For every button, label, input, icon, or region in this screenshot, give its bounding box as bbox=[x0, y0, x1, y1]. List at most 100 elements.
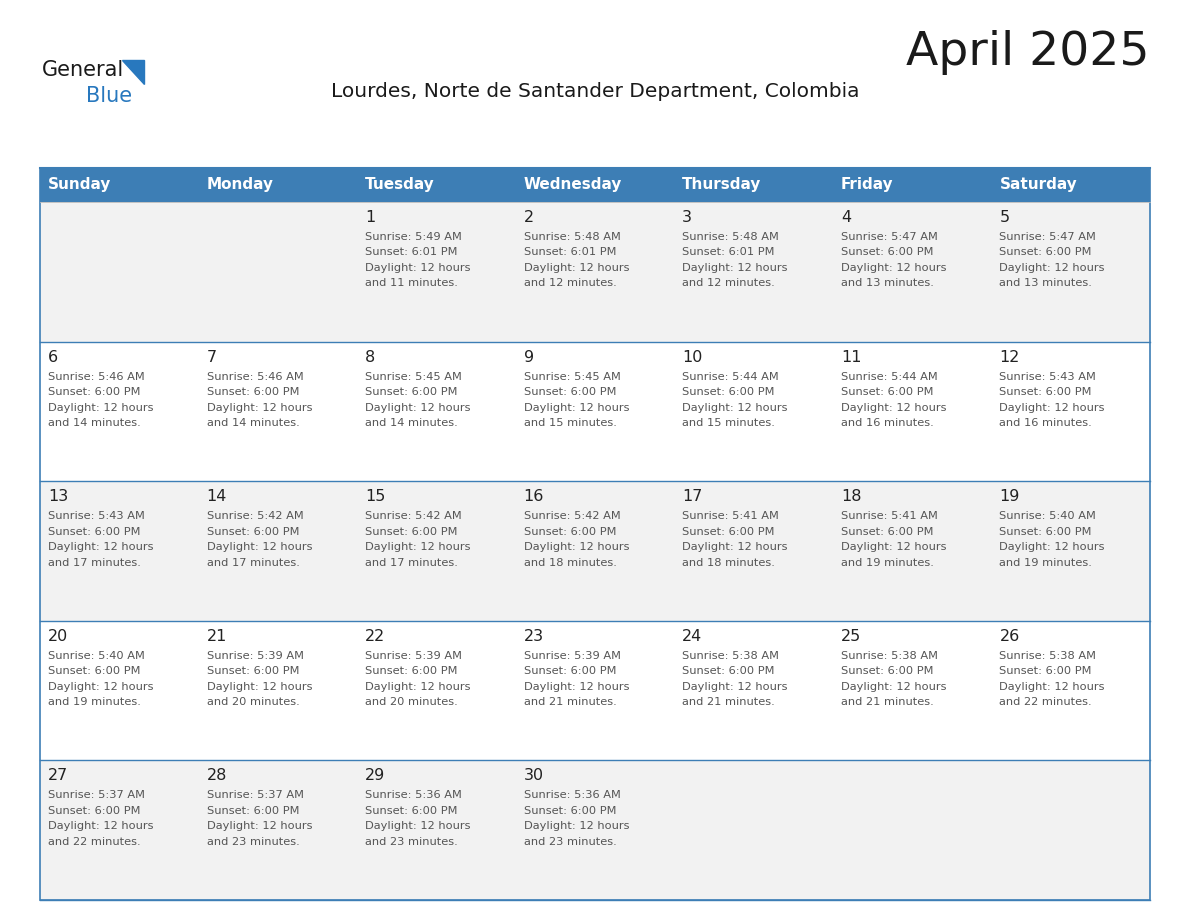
Text: 8: 8 bbox=[365, 350, 375, 364]
Text: 15: 15 bbox=[365, 489, 386, 504]
Text: Sunset: 6:00 PM: Sunset: 6:00 PM bbox=[365, 527, 457, 537]
Text: 22: 22 bbox=[365, 629, 385, 644]
Text: 30: 30 bbox=[524, 768, 544, 783]
Text: Sunset: 6:00 PM: Sunset: 6:00 PM bbox=[841, 527, 934, 537]
Text: and 15 minutes.: and 15 minutes. bbox=[682, 418, 775, 428]
Bar bbox=[40, 760, 1150, 900]
Text: and 16 minutes.: and 16 minutes. bbox=[841, 418, 934, 428]
Text: Sunset: 6:00 PM: Sunset: 6:00 PM bbox=[48, 527, 140, 537]
Text: Daylight: 12 hours: Daylight: 12 hours bbox=[524, 822, 630, 832]
Text: Daylight: 12 hours: Daylight: 12 hours bbox=[841, 543, 947, 553]
Text: 23: 23 bbox=[524, 629, 544, 644]
Text: Daylight: 12 hours: Daylight: 12 hours bbox=[207, 543, 312, 553]
Text: Daylight: 12 hours: Daylight: 12 hours bbox=[682, 543, 788, 553]
Text: 1: 1 bbox=[365, 210, 375, 225]
Text: and 23 minutes.: and 23 minutes. bbox=[365, 837, 457, 847]
Text: and 19 minutes.: and 19 minutes. bbox=[999, 558, 1092, 567]
Text: Daylight: 12 hours: Daylight: 12 hours bbox=[841, 403, 947, 412]
Text: Daylight: 12 hours: Daylight: 12 hours bbox=[999, 682, 1105, 692]
Text: Sunrise: 5:43 AM: Sunrise: 5:43 AM bbox=[48, 511, 145, 521]
Text: Daylight: 12 hours: Daylight: 12 hours bbox=[365, 682, 470, 692]
Text: Daylight: 12 hours: Daylight: 12 hours bbox=[524, 263, 630, 273]
Text: 27: 27 bbox=[48, 768, 68, 783]
Text: and 22 minutes.: and 22 minutes. bbox=[999, 698, 1092, 707]
Text: Sunrise: 5:44 AM: Sunrise: 5:44 AM bbox=[682, 372, 779, 382]
Text: Sunrise: 5:38 AM: Sunrise: 5:38 AM bbox=[999, 651, 1097, 661]
Text: 5: 5 bbox=[999, 210, 1010, 225]
Text: Sunrise: 5:39 AM: Sunrise: 5:39 AM bbox=[524, 651, 620, 661]
Text: Sunset: 6:00 PM: Sunset: 6:00 PM bbox=[365, 387, 457, 397]
Polygon shape bbox=[122, 60, 144, 84]
Text: Sunset: 6:01 PM: Sunset: 6:01 PM bbox=[524, 248, 617, 258]
Text: and 23 minutes.: and 23 minutes. bbox=[207, 837, 299, 847]
Bar bbox=[40, 341, 1150, 481]
Text: and 22 minutes.: and 22 minutes. bbox=[48, 837, 140, 847]
Text: Sunset: 6:00 PM: Sunset: 6:00 PM bbox=[841, 387, 934, 397]
Text: 21: 21 bbox=[207, 629, 227, 644]
Text: 19: 19 bbox=[999, 489, 1019, 504]
Text: Sunset: 6:00 PM: Sunset: 6:00 PM bbox=[48, 387, 140, 397]
Text: 2: 2 bbox=[524, 210, 533, 225]
Text: Sunset: 6:00 PM: Sunset: 6:00 PM bbox=[524, 806, 617, 816]
Text: Sunrise: 5:38 AM: Sunrise: 5:38 AM bbox=[841, 651, 937, 661]
Text: Sunrise: 5:36 AM: Sunrise: 5:36 AM bbox=[524, 790, 620, 800]
Text: Daylight: 12 hours: Daylight: 12 hours bbox=[365, 822, 470, 832]
Text: Sunrise: 5:48 AM: Sunrise: 5:48 AM bbox=[682, 232, 779, 242]
Text: General: General bbox=[42, 60, 125, 80]
Text: 4: 4 bbox=[841, 210, 851, 225]
Text: Daylight: 12 hours: Daylight: 12 hours bbox=[48, 403, 153, 412]
Text: Daylight: 12 hours: Daylight: 12 hours bbox=[999, 543, 1105, 553]
Text: Daylight: 12 hours: Daylight: 12 hours bbox=[682, 682, 788, 692]
Text: Sunset: 6:00 PM: Sunset: 6:00 PM bbox=[365, 806, 457, 816]
Text: Daylight: 12 hours: Daylight: 12 hours bbox=[524, 543, 630, 553]
Text: Sunset: 6:00 PM: Sunset: 6:00 PM bbox=[524, 387, 617, 397]
Text: and 21 minutes.: and 21 minutes. bbox=[682, 698, 775, 707]
Text: Daylight: 12 hours: Daylight: 12 hours bbox=[48, 822, 153, 832]
Text: Sunrise: 5:41 AM: Sunrise: 5:41 AM bbox=[841, 511, 937, 521]
Text: and 23 minutes.: and 23 minutes. bbox=[524, 837, 617, 847]
Text: Sunset: 6:00 PM: Sunset: 6:00 PM bbox=[999, 387, 1092, 397]
Text: 29: 29 bbox=[365, 768, 385, 783]
Text: Sunset: 6:00 PM: Sunset: 6:00 PM bbox=[207, 806, 299, 816]
Text: and 14 minutes.: and 14 minutes. bbox=[48, 418, 140, 428]
Bar bbox=[40, 202, 1150, 341]
Bar bbox=[40, 168, 1150, 202]
Text: Sunrise: 5:49 AM: Sunrise: 5:49 AM bbox=[365, 232, 462, 242]
Text: and 21 minutes.: and 21 minutes. bbox=[841, 698, 934, 707]
Text: 3: 3 bbox=[682, 210, 693, 225]
Text: Daylight: 12 hours: Daylight: 12 hours bbox=[207, 822, 312, 832]
Text: Sunrise: 5:44 AM: Sunrise: 5:44 AM bbox=[841, 372, 937, 382]
Text: Sunset: 6:00 PM: Sunset: 6:00 PM bbox=[207, 666, 299, 677]
Text: Sunday: Sunday bbox=[48, 177, 112, 193]
Text: Sunset: 6:01 PM: Sunset: 6:01 PM bbox=[682, 248, 775, 258]
Text: April 2025: April 2025 bbox=[906, 30, 1150, 75]
Text: Daylight: 12 hours: Daylight: 12 hours bbox=[999, 403, 1105, 412]
Text: Sunrise: 5:42 AM: Sunrise: 5:42 AM bbox=[207, 511, 303, 521]
Text: Daylight: 12 hours: Daylight: 12 hours bbox=[524, 403, 630, 412]
Text: Sunrise: 5:40 AM: Sunrise: 5:40 AM bbox=[48, 651, 145, 661]
Text: Sunset: 6:00 PM: Sunset: 6:00 PM bbox=[365, 666, 457, 677]
Text: Sunrise: 5:45 AM: Sunrise: 5:45 AM bbox=[365, 372, 462, 382]
Text: Daylight: 12 hours: Daylight: 12 hours bbox=[682, 263, 788, 273]
Text: and 19 minutes.: and 19 minutes. bbox=[841, 558, 934, 567]
Text: and 18 minutes.: and 18 minutes. bbox=[524, 558, 617, 567]
Text: 26: 26 bbox=[999, 629, 1019, 644]
Text: and 20 minutes.: and 20 minutes. bbox=[207, 698, 299, 707]
Text: Monday: Monday bbox=[207, 177, 273, 193]
Text: Sunrise: 5:39 AM: Sunrise: 5:39 AM bbox=[207, 651, 304, 661]
Text: 20: 20 bbox=[48, 629, 68, 644]
Text: 28: 28 bbox=[207, 768, 227, 783]
Text: Lourdes, Norte de Santander Department, Colombia: Lourdes, Norte de Santander Department, … bbox=[330, 82, 859, 101]
Text: and 15 minutes.: and 15 minutes. bbox=[524, 418, 617, 428]
Text: Thursday: Thursday bbox=[682, 177, 762, 193]
Text: 18: 18 bbox=[841, 489, 861, 504]
Text: and 17 minutes.: and 17 minutes. bbox=[365, 558, 459, 567]
Text: Sunset: 6:00 PM: Sunset: 6:00 PM bbox=[999, 666, 1092, 677]
Text: Sunrise: 5:40 AM: Sunrise: 5:40 AM bbox=[999, 511, 1097, 521]
Text: and 20 minutes.: and 20 minutes. bbox=[365, 698, 457, 707]
Text: Sunrise: 5:43 AM: Sunrise: 5:43 AM bbox=[999, 372, 1097, 382]
Text: Daylight: 12 hours: Daylight: 12 hours bbox=[365, 543, 470, 553]
Text: Sunrise: 5:42 AM: Sunrise: 5:42 AM bbox=[524, 511, 620, 521]
Text: Sunrise: 5:37 AM: Sunrise: 5:37 AM bbox=[48, 790, 145, 800]
Text: and 12 minutes.: and 12 minutes. bbox=[682, 278, 775, 288]
